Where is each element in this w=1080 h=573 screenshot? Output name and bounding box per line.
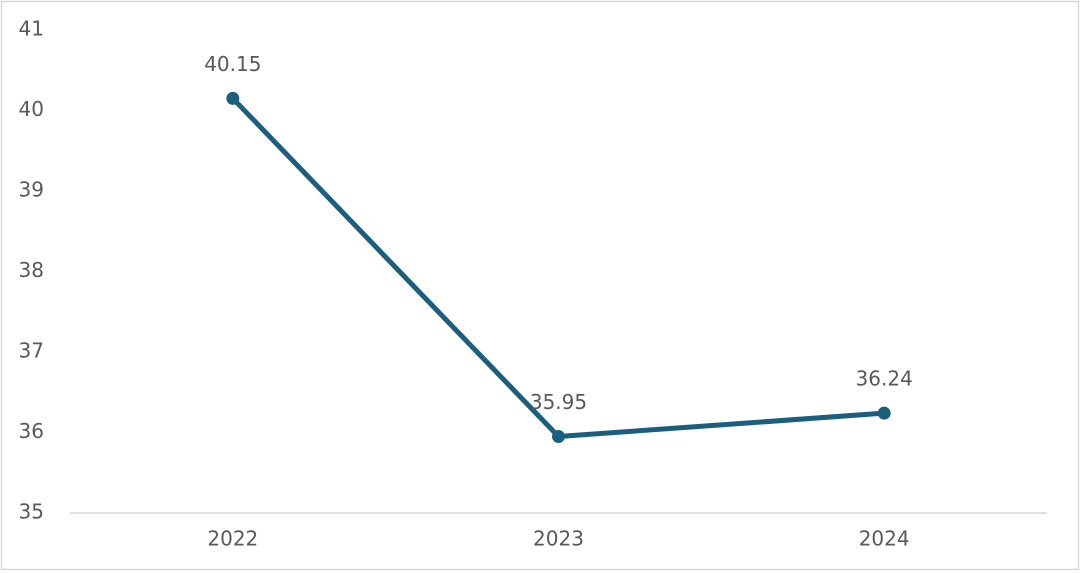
- data-label: 36.24: [856, 367, 913, 391]
- y-tick-label: 38: [19, 258, 44, 282]
- data-label: 35.95: [530, 390, 587, 414]
- x-tick-label: 2024: [859, 527, 910, 551]
- marker: [877, 406, 891, 420]
- y-tick-label: 37: [19, 339, 44, 363]
- y-tick-label: 36: [19, 419, 44, 443]
- y-tick-label: 41: [19, 17, 44, 41]
- y-tick-label: 39: [19, 178, 44, 202]
- y-tick-label: 40: [19, 97, 44, 121]
- x-tick-label: 2022: [207, 527, 258, 551]
- marker: [226, 91, 240, 105]
- marker: [552, 430, 565, 444]
- y-tick-label: 35: [19, 500, 44, 524]
- x-tick-label: 2023: [533, 527, 584, 551]
- data-label: 40.15: [204, 52, 261, 76]
